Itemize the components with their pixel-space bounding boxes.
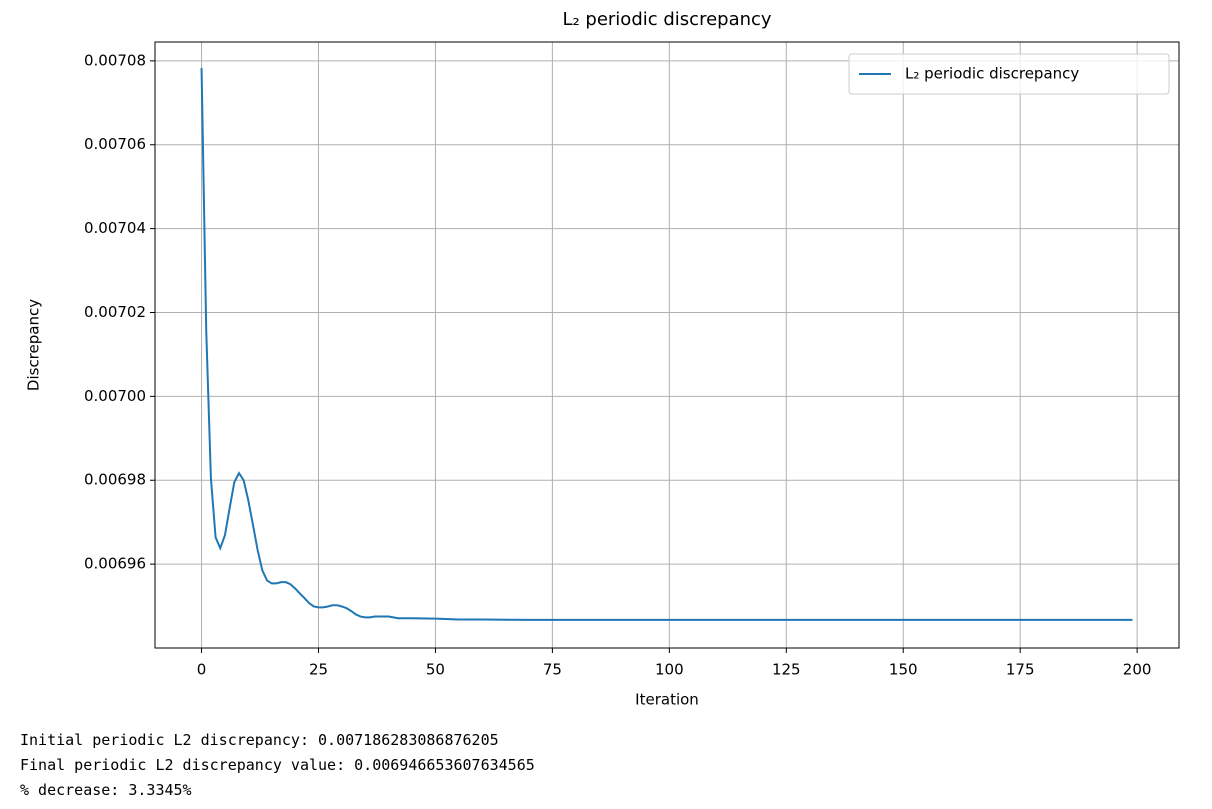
y-tick-label: 0.00706 (84, 135, 146, 153)
legend-box (848, 53, 1170, 95)
x-tick-label: 0 (197, 661, 207, 679)
output-text: Initial periodic L2 discrepancy: 0.00718… (20, 728, 535, 803)
y-tick-label: 0.00696 (84, 555, 146, 573)
legend-label: L₂ periodic discrepancy (905, 65, 1079, 83)
x-tick-label: 25 (309, 661, 328, 679)
x-tick-label: 150 (889, 661, 918, 679)
data-line (200, 67, 1133, 621)
y-axis-label: Discrepancy (25, 299, 43, 391)
output-line: Initial periodic L2 discrepancy: 0.00718… (20, 731, 499, 749)
y-tick-label: 0.00704 (84, 219, 146, 237)
output-line: % decrease: 3.3345% (20, 781, 192, 799)
plot-frame (154, 41, 1180, 649)
chart: L₂ periodic discrepancy Iteration Discre… (25, 9, 1180, 709)
x-tick-label: 200 (1123, 661, 1152, 679)
y-tick-label: 0.00702 (84, 303, 146, 321)
y-tick-label: 0.00708 (84, 51, 146, 69)
x-tick-label: 100 (655, 661, 684, 679)
output-line: Final periodic L2 discrepancy value: 0.0… (20, 756, 535, 774)
x-tick-label: 50 (426, 661, 445, 679)
x-axis-label: Iteration (635, 691, 699, 709)
x-tick-label: 125 (772, 661, 801, 679)
x-tick-label: 175 (1006, 661, 1035, 679)
y-tick-label: 0.00700 (84, 387, 146, 405)
x-tick-label: 75 (543, 661, 562, 679)
y-tick-label: 0.00698 (84, 471, 146, 489)
chart-title: L₂ periodic discrepancy (562, 9, 771, 30)
